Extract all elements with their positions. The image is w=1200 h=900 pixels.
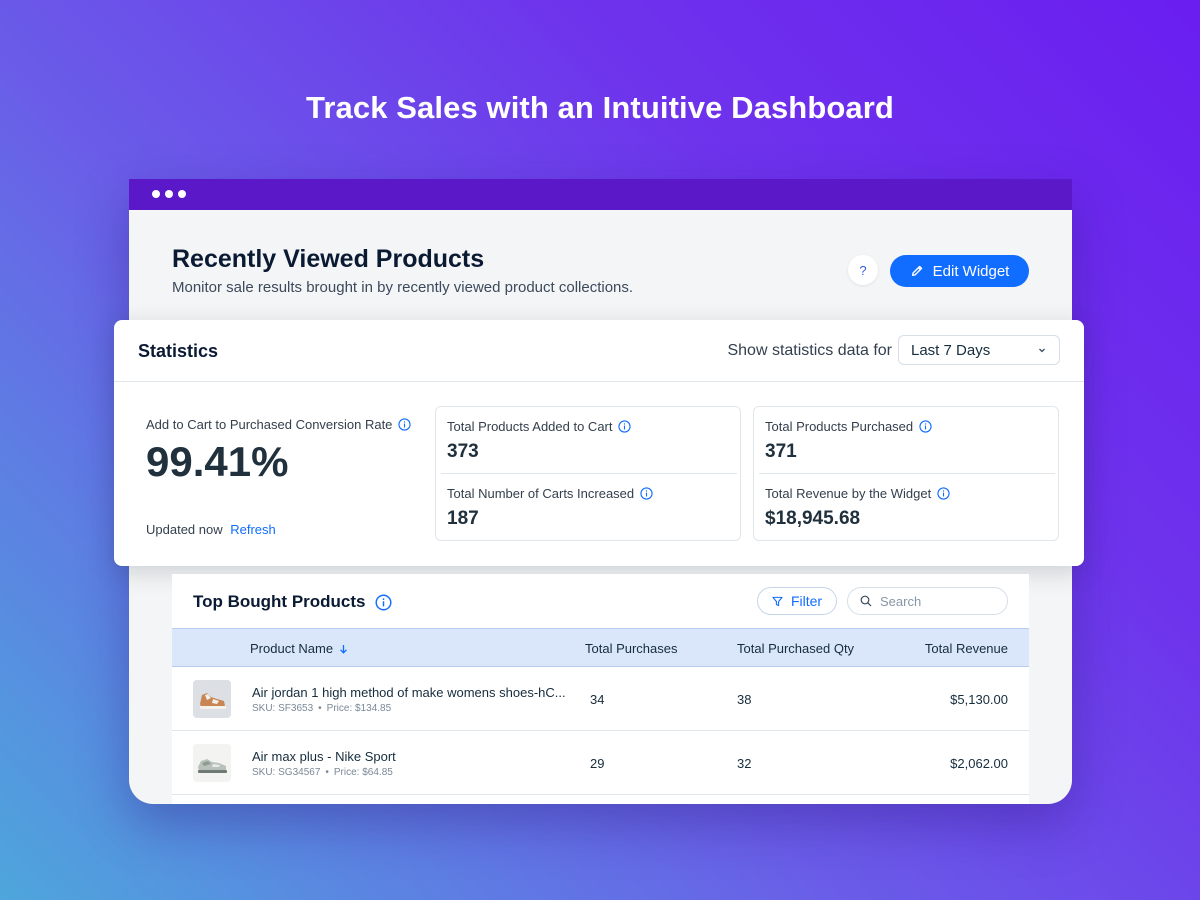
metric-value: $18,945.68 [765,508,861,529]
product-thumbnail [193,680,231,718]
products-title: Top Bought Products [193,592,392,612]
window-dot-icon [178,190,186,198]
updated-status: Updated now Refresh [146,522,276,537]
info-icon[interactable] [374,593,392,611]
product-name: Air jordan 1 high method of make womens … [252,685,566,700]
cell-total-revenue: $2,062.00 [950,756,1008,771]
product-name: Air max plus - Nike Sport [252,749,396,764]
updated-text: Updated now [146,522,223,537]
search-icon [860,595,872,607]
hero-title: Track Sales with an Intuitive Dashboard [306,90,894,125]
metric-box-purchase: Total Products Purchased 371 Total Reven… [753,406,1059,541]
info-icon[interactable] [398,418,412,431]
metric-label-revenue: Total Revenue by the Widget [765,486,1058,501]
product-sku: SKU: SG34567 [252,767,321,778]
meta-separator: • [318,703,322,714]
info-icon[interactable] [640,487,653,500]
cell-total-qty: 38 [737,692,752,707]
sneaker-image [193,744,231,782]
metric-label-text: Total Revenue by the Widget [765,486,932,501]
edit-widget-button[interactable]: Edit Widget [890,255,1029,287]
filter-icon [772,596,783,606]
cell-total-qty: 32 [737,756,752,771]
edit-widget-label: Edit Widget [932,262,1010,280]
search-box [847,587,1008,615]
filter-button[interactable]: Filter [757,587,837,615]
products-title-text: Top Bought Products [193,592,366,611]
conversion-rate-value: 99.41% [146,438,289,485]
period-label: Show statistics data for [727,342,892,359]
statistics-header: Statistics Show statistics data for Last… [114,320,1084,382]
meta-separator: • [325,767,329,778]
column-header-product-name[interactable]: Product Name [250,641,348,656]
help-button[interactable]: ? [848,255,878,285]
conversion-rate-label-text: Add to Cart to Purchased Conversion Rate [146,417,393,432]
product-meta: SKU: SF3653 • Price: $134.85 [252,703,391,714]
top-bought-products-section: Top Bought Products Filter Product Name … [172,574,1029,804]
metric-box-cart: Total Products Added to Cart 373 Total N… [435,406,741,541]
product-meta: SKU: SG34567 • Price: $64.85 [252,767,393,778]
cell-total-purchases: 29 [590,756,605,771]
info-icon[interactable] [937,487,950,500]
metric-revenue: Total Revenue by the Widget $18,945.68 [754,474,1058,541]
product-price: Price: $64.85 [333,767,393,778]
metric-products-added: Total Products Added to Cart 373 [441,407,737,474]
metric-carts-increased: Total Number of Carts Increased 187 [436,474,740,541]
sneaker-image [193,680,231,718]
metric-label-text: Total Number of Carts Increased [447,486,635,501]
metric-label-products-purchased: Total Products Purchased [765,419,1055,434]
window-dot-icon [152,190,160,198]
metric-products-purchased: Total Products Purchased 371 [759,407,1055,474]
info-icon[interactable] [618,420,632,433]
statistics-card: Statistics Show statistics data for Last… [114,320,1084,566]
product-price: Price: $134.85 [326,703,392,714]
refresh-link[interactable]: Refresh [230,522,276,537]
search-input[interactable] [880,593,1000,609]
metric-value: 371 [765,441,797,462]
page-subtitle: Monitor sale results brought in by recen… [172,279,634,296]
column-header-total-qty[interactable]: Total Purchased Qty [737,641,855,656]
window-dot-icon [165,190,173,198]
filter-label: Filter [790,593,823,609]
chevron-down-icon [1039,348,1045,353]
window-title-bar [129,179,1072,210]
period-value: Last 7 Days [911,341,991,359]
page-title: Recently Viewed Products [172,245,485,273]
metric-value: 187 [447,508,479,529]
pencil-icon [911,265,922,277]
table-header: Product Name Total Purchases Total Purch… [172,628,1029,667]
metric-value: 373 [447,441,479,462]
metric-label-text: Total Products Purchased [765,419,914,434]
product-thumbnail [193,744,231,782]
cell-total-revenue: $5,130.00 [950,692,1008,707]
cell-total-purchases: 34 [590,692,605,707]
statistics-title: Statistics [138,341,219,361]
metric-label-text: Total Products Added to Cart [447,419,613,434]
period-dropdown[interactable]: Last 7 Days [898,335,1060,365]
column-header-total-purchases[interactable]: Total Purchases [585,641,678,656]
table-row[interactable]: Air jordan 1 high method of make womens … [172,667,1029,731]
table-row[interactable]: Air max plus - Nike Sport SKU: SG34567 • P… [172,731,1029,795]
column-header-label: Product Name [250,641,334,656]
info-icon[interactable] [919,420,932,433]
product-sku: SKU: SF3653 [252,703,314,714]
metric-label-carts-increased: Total Number of Carts Increased [447,486,740,501]
sort-arrow-down-icon [340,644,348,654]
conversion-rate-label: Add to Cart to Purchased Conversion Rate [146,417,412,432]
metric-label-products-added: Total Products Added to Cart [447,419,737,434]
column-header-total-revenue[interactable]: Total Revenue [924,641,1008,656]
